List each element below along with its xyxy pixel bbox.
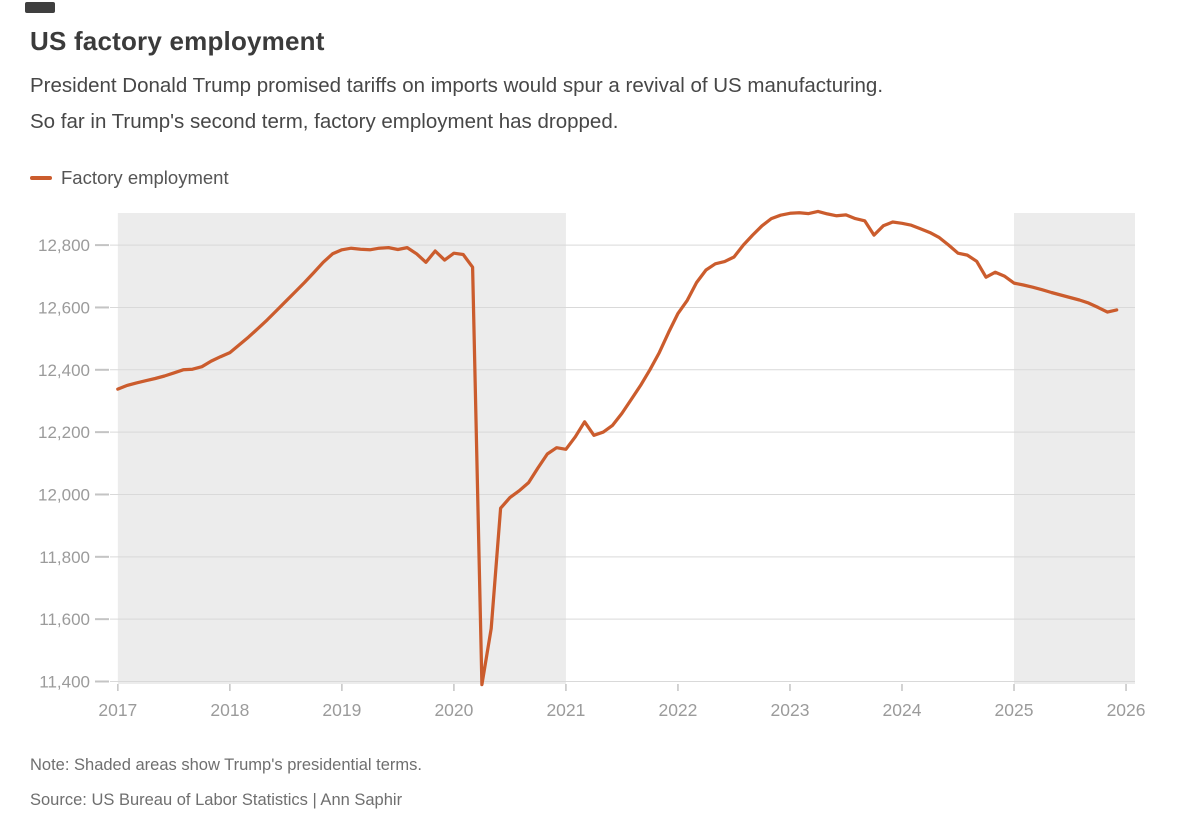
legend-label: Factory employment (61, 167, 229, 188)
chart-title: US factory employment (30, 26, 325, 56)
shaded-region-term-2 (1014, 213, 1135, 684)
y-axis-label: 12,600 (38, 298, 90, 317)
x-axis-label: 2017 (98, 700, 137, 720)
x-axis-label: 2023 (771, 700, 810, 720)
x-axis-label: 2018 (210, 700, 249, 720)
y-axis-label: 12,200 (38, 423, 90, 442)
x-axis-label: 2019 (322, 700, 361, 720)
factory-employment-line (116, 209, 1119, 687)
y-axis-label: 11,400 (39, 673, 90, 692)
x-axis-label: 2025 (995, 700, 1034, 720)
x-axis-label: 2022 (658, 700, 697, 720)
chart-subtitle-line1: President Donald Trump promised tariffs … (30, 74, 884, 97)
y-axis-label: 12,000 (38, 485, 90, 504)
chart-source: Source: US Bureau of Labor Statistics | … (30, 791, 403, 809)
x-axis-label: 2024 (883, 700, 922, 720)
y-axis-label: 12,800 (38, 236, 90, 255)
y-axis-label: 11,600 (39, 610, 90, 629)
chart-subtitle-line2: So far in Trump's second term, factory e… (30, 110, 619, 133)
x-axis-label: 2020 (434, 700, 473, 720)
y-axis-label: 11,800 (39, 548, 90, 567)
x-axis-label: 2021 (546, 700, 585, 720)
crop-artifact (25, 2, 55, 13)
legend: Factory employment (30, 167, 229, 189)
y-axis-label: 12,400 (38, 361, 90, 380)
legend-line-swatch (30, 176, 52, 180)
shaded-region-term-1 (117, 213, 566, 684)
x-axis-label: 2026 (1107, 700, 1146, 720)
chart-note: Note: Shaded areas show Trump's presiden… (30, 756, 423, 774)
